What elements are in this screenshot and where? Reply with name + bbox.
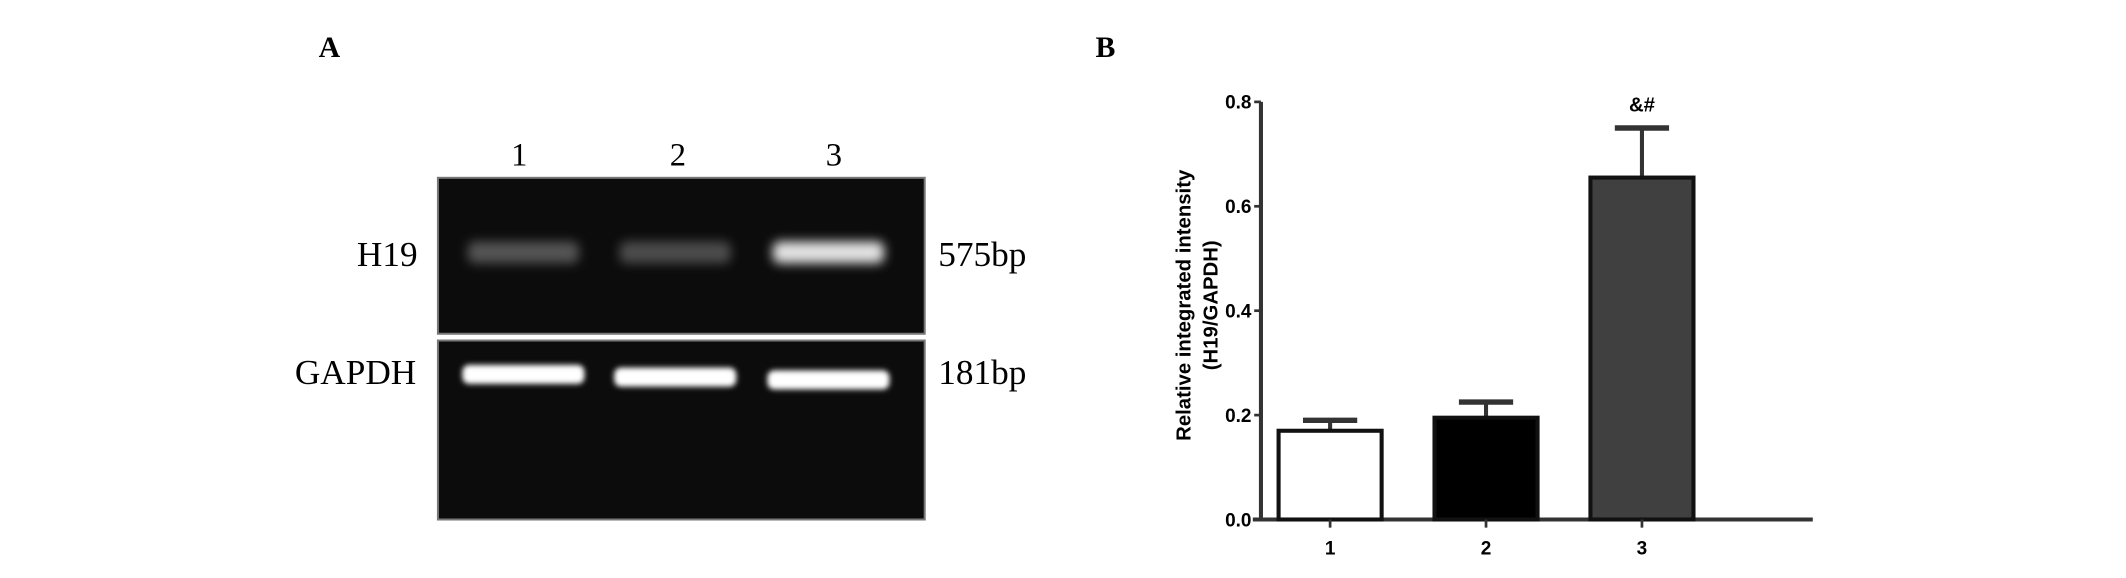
panel-b-label: B — [1096, 31, 1116, 64]
y-tick-label: 0.0 — [1225, 510, 1251, 531]
y-tick-label: 0.2 — [1225, 406, 1251, 427]
y-axis-label-line2: (H19/GAPDH) — [1201, 240, 1223, 370]
row-label-gapdh: GAPDH — [295, 353, 416, 392]
bar-1 — [1276, 428, 1384, 522]
y-tick-label: 0.8 — [1225, 93, 1251, 114]
row-label-h19: H19 — [357, 235, 418, 274]
bar-chart: Relative integrated intensity (H19/GAPDH… — [1173, 93, 1813, 560]
size-label-gapdh: 181bp — [938, 353, 1026, 392]
lane-label-3: 3 — [826, 138, 842, 174]
gel-band-h19-lane-2 — [619, 241, 731, 264]
gel-band-h19-lane-3 — [772, 241, 885, 264]
gel-band-gapdh-lane-1 — [462, 364, 585, 384]
x-tick-label-1: 1 — [1325, 539, 1336, 560]
x-tick-label-3: 3 — [1637, 539, 1648, 560]
lane-label-1: 1 — [511, 138, 527, 174]
y-tick-label: 0.4 — [1225, 301, 1252, 322]
y-tick-label: 0.6 — [1225, 197, 1251, 218]
gel-band-gapdh-lane-2 — [614, 367, 737, 387]
size-label-h19: 575bp — [938, 235, 1026, 274]
bar-3 — [1588, 175, 1696, 522]
bar-2 — [1432, 415, 1540, 522]
gel-image: 1 2 3 H19 GAPDH 575bp 181bp — [295, 138, 1026, 521]
x-tick-label-2: 2 — [1481, 539, 1492, 560]
gel-band-gapdh-lane-3 — [767, 370, 890, 390]
lane-label-2: 2 — [670, 138, 686, 174]
y-axis-label-line1: Relative integrated intensity — [1173, 169, 1195, 441]
panel-a-label: A — [319, 31, 341, 64]
gel-band-h19-lane-1 — [467, 241, 579, 264]
significance-annotation: &# — [1629, 95, 1655, 117]
